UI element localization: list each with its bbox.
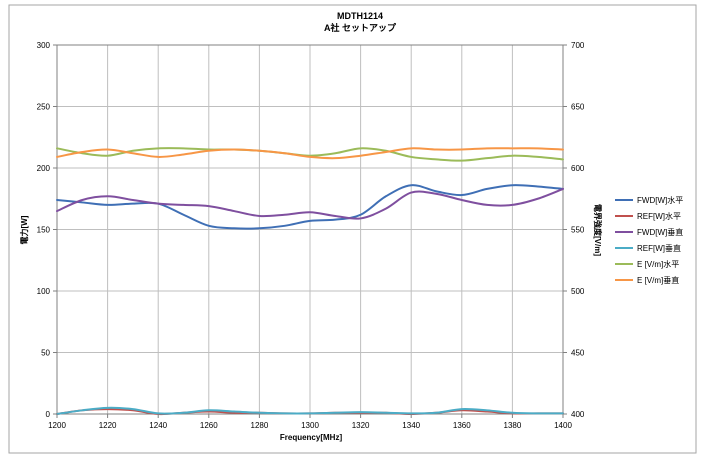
right-axis-ticks: 400 450 500 550 600 650 700 [563,41,585,419]
x-tick-label: 1400 [554,421,572,430]
left-tick-label: 300 [37,41,51,50]
chart-subtitle: A社 セットアップ [324,22,397,33]
right-tick-label: 700 [571,41,585,50]
legend-label: REF[W]垂直 [637,243,681,253]
chart-title: MDTH1214 [337,11,383,21]
legend-label: E [V/m]垂直 [637,275,679,285]
left-axis-ticks: 0 50 100 150 200 250 300 [37,41,57,419]
series-line-1 [56,184,564,230]
left-tick-label: 200 [37,164,51,173]
series-line-4 [56,406,564,415]
x-tick-label: 1320 [352,421,370,430]
x-tick-label: 1360 [453,421,471,430]
legend-label: FWD[W]垂直 [637,227,683,237]
x-tick-label: 1200 [48,421,66,430]
right-tick-label: 500 [571,287,585,296]
left-axis-label: 電力[W] [19,215,29,244]
legend: FWD[W]水平 REF[W]水平 FWD[W]垂直 REF[W]垂直 E [V/m]水… [615,195,683,285]
right-tick-label: 450 [571,349,585,358]
x-tick-label: 1220 [99,421,117,430]
legend-label: FWD[W]水平 [637,195,683,205]
left-tick-label: 250 [37,103,51,112]
legend-label: E [V/m]水平 [637,259,679,269]
legend-label: REF[W]水平 [637,211,681,221]
right-tick-label: 650 [571,103,585,112]
series-layer [56,147,564,416]
x-tick-label: 1260 [200,421,218,430]
x-axis-label: Frequency[MHz] [280,433,343,442]
right-tick-label: 550 [571,226,585,235]
series-line-5 [56,147,564,162]
left-tick-label: 50 [41,349,50,358]
right-axis-label: 電界強度[V/m] [593,204,603,256]
right-tick-label: 600 [571,164,585,173]
x-tick-label: 1300 [301,421,319,430]
left-tick-label: 0 [46,410,51,419]
x-tick-label: 1380 [504,421,522,430]
series-line-6 [56,147,564,160]
x-tick-label: 1280 [251,421,269,430]
x-axis-ticks: 1200 1220 1240 1260 1280 1300 1320 1340 1360 1380… [48,414,572,430]
x-tick-label: 1240 [149,421,167,430]
left-tick-label: 100 [37,287,51,296]
x-tick-label: 1340 [402,421,420,430]
series-line-3 [56,187,564,220]
right-tick-label: 400 [571,410,585,419]
left-tick-label: 150 [37,226,51,235]
